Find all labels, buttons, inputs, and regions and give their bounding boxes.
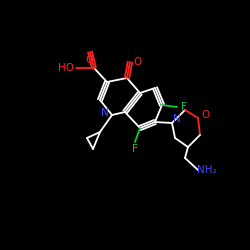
Text: NH₂: NH₂ [197, 165, 217, 175]
Text: O: O [86, 55, 94, 65]
Text: O: O [201, 110, 209, 120]
Text: F: F [132, 144, 138, 154]
Text: HO: HO [58, 63, 74, 73]
Text: N: N [101, 108, 109, 118]
Text: F: F [181, 102, 187, 112]
Text: O: O [133, 57, 141, 67]
Text: N: N [173, 114, 181, 124]
